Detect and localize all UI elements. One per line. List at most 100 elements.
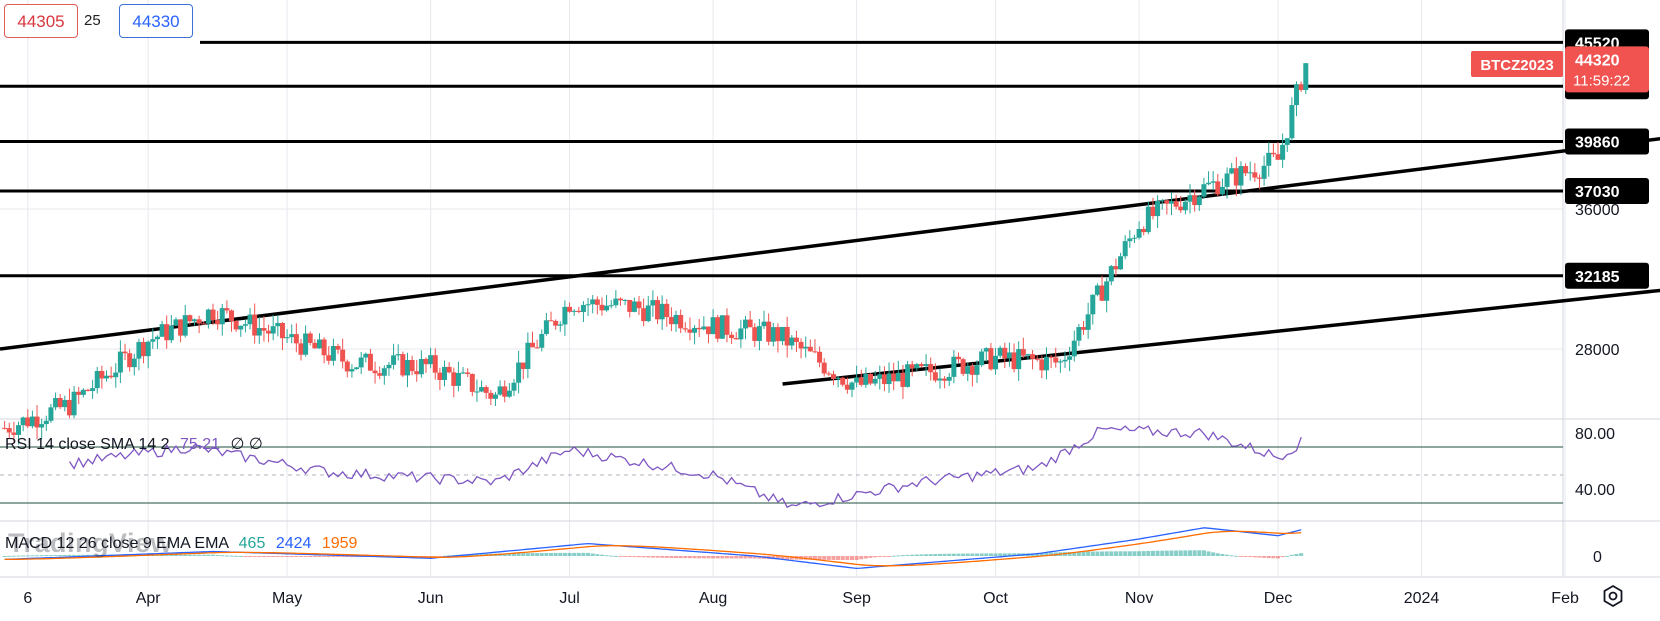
candle-body: [599, 304, 605, 311]
horizontal-levels[interactable]: [0, 40, 1563, 278]
candle-body: [830, 374, 836, 379]
candle-body: [1030, 354, 1036, 359]
macd-histogram-bar: [25, 555, 30, 557]
candle-body: [543, 320, 549, 334]
candle-body: [483, 387, 489, 393]
macd-histogram-bar: [1146, 550, 1151, 556]
buy-price-button[interactable]: 44330: [119, 4, 193, 38]
candle-body: [418, 358, 424, 375]
candle-body: [1252, 172, 1258, 178]
candle-body: [969, 366, 975, 375]
macd-histogram-bar: [572, 552, 577, 556]
macd-pane: [2, 527, 1304, 570]
candle-body: [1187, 195, 1193, 202]
sell-price-button[interactable]: 44305: [4, 4, 78, 38]
candle-body: [729, 334, 735, 339]
macd-histogram-bar: [613, 555, 618, 557]
candle-body: [1303, 63, 1309, 91]
candle-body: [974, 365, 980, 375]
macd-histogram-bar: [845, 556, 850, 561]
time-tick-label: Nov: [1125, 590, 1153, 607]
candle-body: [844, 384, 850, 390]
candle-body: [363, 353, 369, 358]
candle-body: [807, 346, 813, 352]
macd-histogram-bar: [1257, 556, 1262, 558]
candle-body: [335, 346, 341, 350]
macd-histogram-bar: [39, 555, 44, 557]
trendlines[interactable]: [0, 136, 1660, 386]
candle-body: [1048, 356, 1054, 358]
time-axis[interactable]: 6 Apr May Jun Jul Aug Sep Oct Nov Dec 2024 Feb: [23, 590, 1579, 607]
candle-body: [988, 348, 994, 370]
time-tick-label: May: [272, 590, 302, 607]
candle-body: [1062, 359, 1068, 362]
macd-histogram-bar: [507, 553, 512, 556]
candle-body: [1076, 327, 1082, 341]
candle-body: [43, 420, 49, 425]
macd-histogram-bar: [859, 556, 864, 560]
macd-histogram-bar: [979, 553, 984, 556]
candle-body: [1210, 181, 1216, 183]
macd-histogram-bar: [604, 555, 609, 557]
candle-body: [849, 382, 855, 390]
candle-body: [1145, 206, 1151, 233]
candle-body: [530, 342, 535, 348]
price-axis[interactable]: 45520430153986037030321853600028000BTCZ2…: [1471, 29, 1649, 566]
candle-body: [863, 373, 869, 385]
macd-histogram-bar: [1206, 551, 1211, 556]
time-tick-label: Feb: [1551, 590, 1579, 607]
candle-body: [1270, 152, 1276, 155]
macd-histogram-bar: [1012, 553, 1017, 556]
macd-histogram-bar: [521, 553, 526, 556]
candle-body: [1298, 84, 1304, 91]
macd-histogram-bar: [970, 553, 975, 556]
macd-histogram-bar: [683, 556, 688, 559]
macd-histogram-bar: [868, 556, 873, 558]
macd-histogram-bar: [812, 556, 817, 560]
symbol-tag: [1471, 51, 1563, 77]
macd-line: [4, 527, 1302, 570]
macd-histogram-bar: [586, 552, 591, 556]
time-tick-label: Jul: [559, 590, 579, 607]
macd-histogram-bar: [1044, 552, 1049, 556]
candle-body: [1067, 356, 1073, 360]
candle-body: [1224, 173, 1230, 187]
macd-histogram-bar: [326, 556, 331, 557]
candle-body: [562, 306, 568, 325]
candle-body: [191, 319, 197, 322]
macd-histogram-bar: [1007, 553, 1012, 556]
macd-histogram-bar: [169, 554, 174, 556]
rsi-extra: ∅ ∅: [230, 436, 263, 453]
candle-body: [881, 374, 887, 385]
candle-body: [25, 417, 31, 427]
macd-histogram-bar: [854, 556, 859, 561]
macd-histogram-bar: [215, 554, 220, 556]
candle-body: [724, 315, 730, 335]
candle-body: [1122, 241, 1128, 257]
candle-body: [465, 372, 471, 374]
candle-body: [761, 321, 767, 327]
candle-body: [247, 314, 253, 325]
candle-body: [205, 309, 211, 324]
candle-body: [627, 299, 633, 312]
macd-legend[interactable]: MACD 12 26 close 9 EMA EMA 465 2424 1959: [5, 535, 357, 553]
rsi-legend[interactable]: RSI 14 close SMA 14 2 75.21 ∅ ∅: [5, 434, 263, 454]
macd-histogram-bar: [331, 556, 336, 557]
macd-histogram-bar: [62, 554, 67, 556]
time-tick-label: 6: [23, 590, 32, 607]
macd-histogram-bar: [1271, 556, 1276, 559]
macd-line-value: 2424: [275, 535, 312, 552]
candle-body: [131, 358, 137, 368]
macd-histogram-bar: [1252, 556, 1257, 558]
macd-histogram-bar: [1127, 551, 1132, 556]
macd-histogram-bar: [808, 556, 813, 560]
macd-histogram-bar: [178, 554, 183, 556]
macd-histogram-bar: [211, 554, 215, 556]
candle-body: [39, 424, 45, 428]
macd-histogram-bar: [660, 556, 665, 558]
candle-body: [80, 389, 86, 395]
gear-icon[interactable]: [1601, 584, 1625, 608]
candle-body: [404, 359, 410, 376]
macd-histogram-bar: [817, 556, 822, 560]
